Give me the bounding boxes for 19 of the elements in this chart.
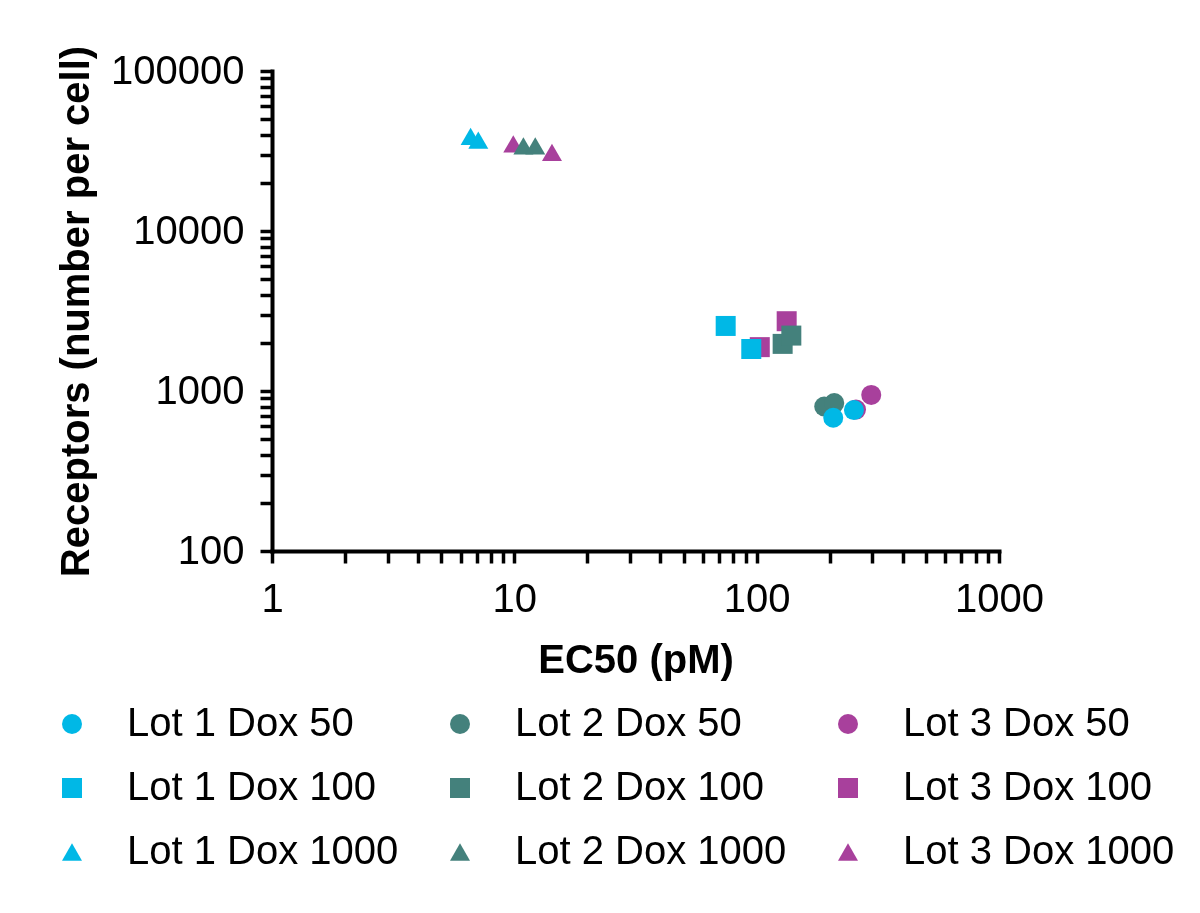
legend-label: Lot 1 Dox 100: [127, 764, 377, 808]
y-tick-label: 1000: [155, 367, 245, 412]
legend-label: Lot 3 Dox 1000: [903, 828, 1175, 872]
x-tick-label: 1000: [955, 575, 1044, 620]
y-axis-title: Receptors (number per cell): [53, 45, 98, 578]
x-tick-label: 1: [261, 575, 284, 620]
y-tick-label: 100000: [111, 47, 245, 92]
legend-label: Lot 1 Dox 50: [127, 700, 354, 744]
legend-label: Lot 2 Dox 1000: [515, 828, 787, 872]
y-tick-label: 10000: [133, 207, 245, 252]
legend-label: Lot 3 Dox 50: [903, 700, 1130, 744]
x-tick-label: 100: [723, 575, 791, 620]
legend-label: Lot 2 Dox 50: [515, 700, 742, 744]
legend-label: Lot 1 Dox 1000: [127, 828, 399, 872]
legend-label: Lot 2 Dox 100: [515, 764, 765, 808]
x-axis-title: EC50 (pM): [538, 636, 734, 681]
legend-label: Lot 3 Dox 100: [903, 764, 1153, 808]
y-tick-label: 100: [177, 527, 245, 572]
x-tick-label: 10: [492, 575, 538, 620]
